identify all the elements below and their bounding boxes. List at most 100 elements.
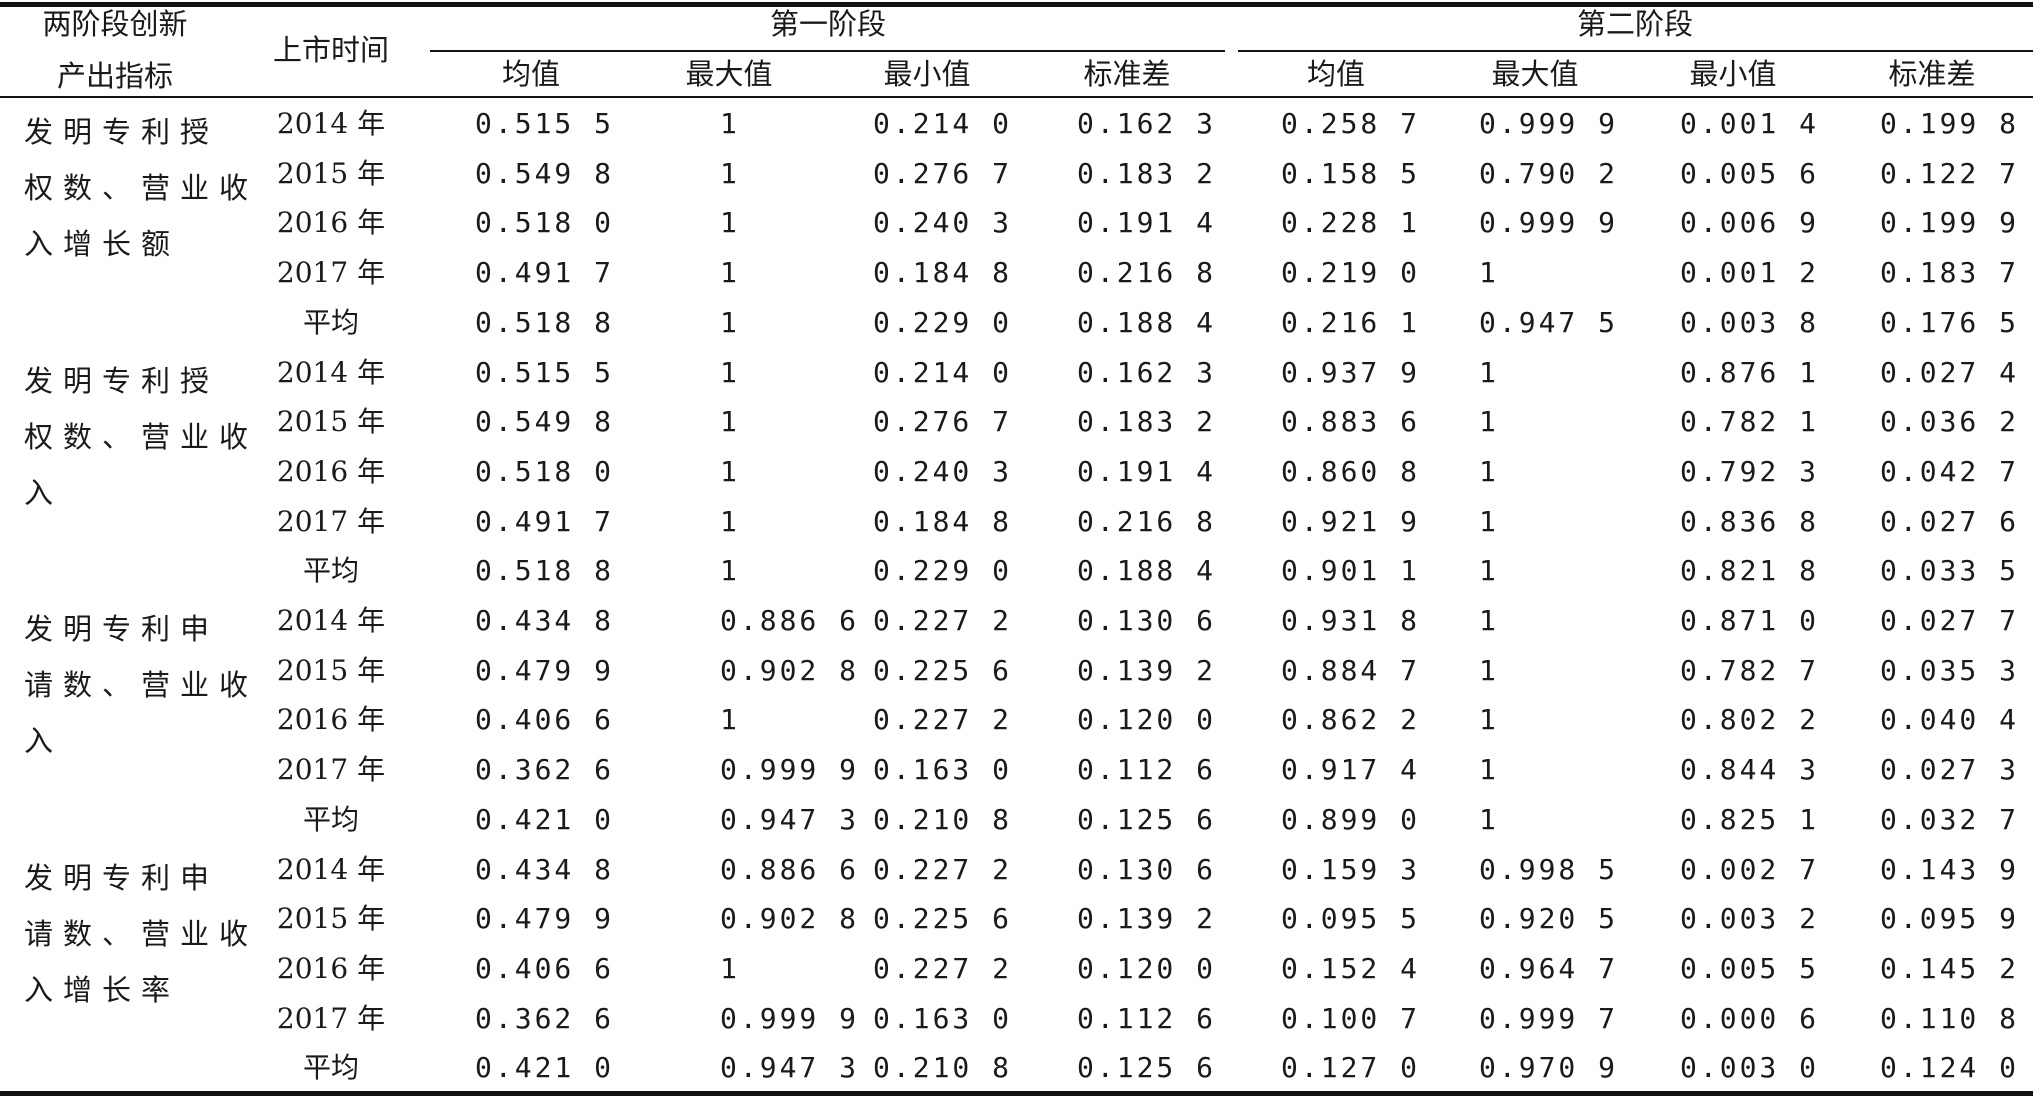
table-cell: 0.947 3 [720,1051,860,1085]
table-cell: 0.844 3 [1680,753,1820,787]
row-year: 2014 年 [276,604,386,637]
table-cell: 1 [1479,454,1499,488]
table-cell: 0.036 2 [1880,405,2020,439]
table-cell: 0.518 8 [475,305,615,339]
table-cell: 0.112 6 [1077,1001,1217,1035]
header-stat-mean-2: 均值 [1306,57,1366,91]
table-cell: 0.862 2 [1281,703,1421,737]
row-year: 2014 年 [276,852,386,886]
table-cell: 0.183 2 [1077,156,1217,190]
table-cell: 0.210 8 [873,1051,1013,1085]
row-year: 2015 年 [276,405,386,439]
table-cell: 0.095 9 [1880,902,2020,936]
table-cell: 0.003 8 [1680,305,1820,339]
table-cell: 0.406 6 [475,703,615,737]
table-cell: 1 [720,107,740,140]
table-cell: 0.999 9 [1479,107,1619,140]
table-cell: 0.883 6 [1281,405,1421,439]
table-cell: 0.931 8 [1281,604,1421,637]
table-cell: 1 [1479,355,1499,389]
table-cell: 1 [720,454,740,488]
row-year: 2016 年 [276,951,386,985]
table-cell: 0.792 3 [1680,454,1820,488]
table-cell: 0.006 9 [1680,206,1820,240]
table-cell: 0.120 0 [1077,703,1217,737]
table-cell: 0.421 0 [475,802,615,836]
table-cell: 0.176 5 [1880,305,2020,339]
table-cell: 0.434 8 [475,852,615,886]
table-cell: 0.970 9 [1479,1051,1619,1085]
header-stat-min-1: 最小值 [883,57,971,91]
indicator-label-line: 入增长率 [24,972,181,1007]
header-indicator-line1: 两阶段创新 [42,7,188,41]
table-cell: 0.100 7 [1281,1001,1421,1035]
indicator-label-line: 入 [24,475,64,510]
table-cell: 0.159 3 [1281,852,1421,886]
row-year: 2016 年 [276,703,386,737]
table-cell: 0.001 4 [1680,107,1820,140]
table-cell: 0.240 3 [873,454,1013,488]
row-year: 2014 年 [276,355,386,389]
row-year: 平均 [302,554,360,588]
row-year: 2017 年 [276,504,386,538]
table-cell: 0.999 9 [720,1001,860,1035]
header-stat-sd-2: 标准差 [1888,57,1976,91]
table-cell: 0.000 6 [1680,1001,1820,1035]
row-year: 2017 年 [276,1001,386,1035]
table-cell: 0.003 2 [1680,902,1820,936]
table-cell: 0.901 1 [1281,554,1421,588]
table-cell: 0.216 8 [1077,256,1217,290]
table-cell: 0.188 4 [1077,554,1217,588]
table-cell: 0.920 5 [1479,902,1619,936]
table-cell: 0.899 0 [1281,802,1421,836]
indicator-label-line: 入 [24,724,64,758]
table-cell: 0.225 6 [873,653,1013,687]
row-year: 平均 [302,802,360,836]
table-cell: 1 [720,554,740,588]
row-year: 2016 年 [276,454,386,488]
table-cell: 0.027 3 [1880,753,2020,787]
table-cell: 0.515 5 [475,107,615,140]
table-cell: 0.406 6 [475,951,615,985]
header-stage2: 第二阶段 [1576,7,1694,41]
table-cell: 1 [1479,653,1499,687]
table-cell: 0.802 2 [1680,703,1820,737]
table-cell: 0.549 8 [475,405,615,439]
table-cell: 1 [720,504,740,538]
table-cell: 0.162 3 [1077,107,1217,140]
header-stat-sd-1: 标准差 [1083,57,1171,91]
table-cell: 0.518 0 [475,206,615,240]
indicator-label: 发明专利申 请数、营业收 入增长率 [24,850,258,1018]
table-cell: 0.027 7 [1880,604,2020,637]
table-cell: 0.225 6 [873,902,1013,936]
table-cell: 1 [720,305,740,339]
table-cell: 0.917 4 [1281,753,1421,787]
table-cell: 0.184 8 [873,256,1013,290]
table-cell: 0.005 6 [1680,156,1820,190]
table-cell: 0.825 1 [1680,802,1820,836]
header-stage1: 第一阶段 [769,7,887,41]
table-cell: 0.191 4 [1077,454,1217,488]
table-cell: 0.124 0 [1880,1051,2020,1085]
table-cell: 0.790 2 [1479,156,1619,190]
table-cell: 0.145 2 [1880,951,2020,985]
table-cell: 0.042 7 [1880,454,2020,488]
table-cell: 0.216 8 [1077,504,1217,538]
table-cell: 0.163 0 [873,753,1013,787]
table-cell: 0.122 7 [1880,156,2020,190]
table-cell: 0.163 0 [873,1001,1013,1035]
table-cell: 0.035 3 [1880,653,2020,687]
indicator-label-line: 发明专利申 [24,860,220,895]
header-listing-time: 上市时间 [272,33,390,67]
table-cell: 0.199 9 [1880,206,2020,240]
table-cell: 0.491 7 [475,256,615,290]
table-cell: 1 [1479,504,1499,538]
table-cell: 0.210 8 [873,802,1013,836]
table-cell: 0.782 7 [1680,653,1820,687]
header-indicator-line2: 产出指标 [56,59,174,93]
table-cell: 0.002 7 [1680,852,1820,886]
table-cell: 1 [720,951,740,985]
indicator-label-line: 发明专利申 [24,612,220,646]
table-cell: 1 [720,156,740,190]
table-cell: 0.158 5 [1281,156,1421,190]
